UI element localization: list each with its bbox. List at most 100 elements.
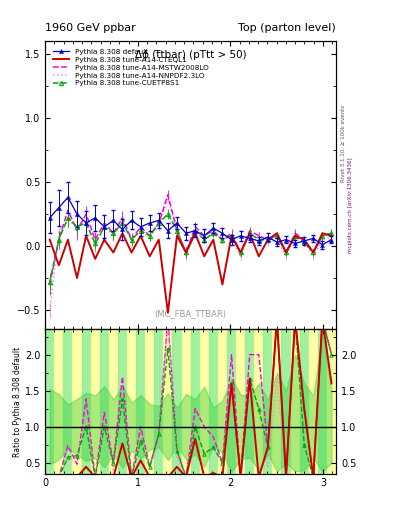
Pythia 8.308 tune-A14-CTEQL1 bbox=[84, 233, 88, 239]
Pythia 8.308 tune-A14-NNPDF2.3LO bbox=[311, 253, 316, 260]
Pythia 8.308 tune-A14-MSTW2008LO bbox=[147, 233, 152, 239]
Line: Pythia 8.308 tune-A14-MSTW2008LO: Pythia 8.308 tune-A14-MSTW2008LO bbox=[50, 195, 331, 285]
Pythia 8.308 tune-A14-NNPDF2.3LO bbox=[102, 224, 107, 230]
Pythia 8.308 tune-A14-NNPDF2.3LO bbox=[165, 194, 170, 200]
Pythia 8.308 tune-A14-CTEQL1 bbox=[147, 253, 152, 260]
Pythia 8.308 tune-A14-CTEQL1 bbox=[93, 256, 97, 262]
Pythia 8.308 tune-A14-CTEQL1 bbox=[275, 230, 279, 237]
Pythia 8.308 tune-A14-MSTW2008LO bbox=[293, 230, 298, 237]
Pythia 8.308 default bbox=[120, 226, 125, 232]
Text: Rivet 3.1.10, ≥ 100k events: Rivet 3.1.10, ≥ 100k events bbox=[341, 105, 346, 182]
Pythia 8.308 tune-A14-NNPDF2.3LO bbox=[156, 224, 161, 230]
Pythia 8.308 default bbox=[238, 233, 243, 239]
Pythia 8.308 tune-A14-MSTW2008LO bbox=[129, 237, 134, 243]
Pythia 8.308 tune-A14-MSTW2008LO bbox=[93, 237, 97, 243]
Pythia 8.308 tune-CUETP8S1 bbox=[202, 237, 207, 243]
Pythia 8.308 tune-A14-MSTW2008LO bbox=[238, 249, 243, 255]
Pythia 8.308 default bbox=[329, 237, 334, 243]
Pythia 8.308 tune-A14-NNPDF2.3LO bbox=[220, 237, 225, 243]
Pythia 8.308 tune-A14-NNPDF2.3LO bbox=[320, 237, 325, 243]
Pythia 8.308 default bbox=[311, 236, 316, 242]
Pythia 8.308 default bbox=[220, 230, 225, 237]
Pythia 8.308 tune-CUETP8S1 bbox=[156, 220, 161, 226]
Pythia 8.308 default bbox=[302, 238, 307, 244]
Pythia 8.308 tune-A14-MSTW2008LO bbox=[229, 230, 234, 237]
Pythia 8.308 tune-CUETP8S1 bbox=[66, 215, 70, 221]
Pythia 8.308 tune-A14-CTEQL1 bbox=[266, 237, 270, 243]
Pythia 8.308 default bbox=[320, 242, 325, 248]
Pythia 8.308 default bbox=[138, 224, 143, 230]
Pythia 8.308 tune-CUETP8S1 bbox=[320, 233, 325, 239]
Line: Pythia 8.308 tune-A14-CTEQL1: Pythia 8.308 tune-A14-CTEQL1 bbox=[50, 233, 331, 313]
Legend: Pythia 8.308 default, Pythia 8.308 tune-A14-CTEQL1, Pythia 8.308 tune-A14-MSTW20: Pythia 8.308 default, Pythia 8.308 tune-… bbox=[52, 48, 210, 88]
Pythia 8.308 tune-A14-CTEQL1 bbox=[48, 237, 52, 243]
Pythia 8.308 tune-A14-NNPDF2.3LO bbox=[120, 220, 125, 226]
Pythia 8.308 tune-A14-CTEQL1 bbox=[129, 249, 134, 255]
Pythia 8.308 tune-A14-NNPDF2.3LO bbox=[211, 230, 216, 237]
Pythia 8.308 tune-A14-NNPDF2.3LO bbox=[329, 233, 334, 239]
Pythia 8.308 tune-A14-NNPDF2.3LO bbox=[302, 239, 307, 245]
Pythia 8.308 tune-CUETP8S1 bbox=[275, 233, 279, 239]
Pythia 8.308 tune-CUETP8S1 bbox=[120, 220, 125, 226]
Text: mcplots.cern.ch [arXiv:1306.3436]: mcplots.cern.ch [arXiv:1306.3436] bbox=[348, 157, 353, 252]
Pythia 8.308 default bbox=[66, 194, 70, 200]
Pythia 8.308 tune-CUETP8S1 bbox=[129, 237, 134, 243]
Pythia 8.308 tune-A14-NNPDF2.3LO bbox=[111, 233, 116, 239]
Pythia 8.308 default bbox=[293, 241, 298, 247]
Pythia 8.308 tune-A14-NNPDF2.3LO bbox=[174, 230, 179, 237]
Pythia 8.308 tune-A14-CTEQL1 bbox=[293, 233, 298, 239]
Pythia 8.308 tune-A14-MSTW2008LO bbox=[266, 237, 270, 243]
Pythia 8.308 tune-A14-MSTW2008LO bbox=[138, 224, 143, 230]
Pythia 8.308 tune-A14-MSTW2008LO bbox=[165, 191, 170, 198]
Pythia 8.308 default bbox=[184, 230, 188, 237]
Pythia 8.308 default bbox=[202, 233, 207, 239]
Y-axis label: Ratio to Pythia 8.308 default: Ratio to Pythia 8.308 default bbox=[13, 347, 22, 457]
Pythia 8.308 tune-CUETP8S1 bbox=[293, 233, 298, 239]
Pythia 8.308 tune-A14-MSTW2008LO bbox=[193, 224, 198, 230]
Pythia 8.308 tune-CUETP8S1 bbox=[220, 237, 225, 243]
Pythia 8.308 tune-A14-CTEQL1 bbox=[75, 275, 79, 281]
Pythia 8.308 tune-A14-MSTW2008LO bbox=[275, 233, 279, 239]
Pythia 8.308 tune-A14-NNPDF2.3LO bbox=[284, 253, 288, 260]
Pythia 8.308 tune-A14-MSTW2008LO bbox=[174, 228, 179, 234]
Pythia 8.308 tune-A14-NNPDF2.3LO bbox=[266, 239, 270, 245]
Pythia 8.308 tune-A14-CTEQL1 bbox=[284, 249, 288, 255]
Pythia 8.308 tune-A14-CTEQL1 bbox=[138, 233, 143, 239]
Pythia 8.308 default bbox=[147, 220, 152, 226]
Pythia 8.308 tune-CUETP8S1 bbox=[57, 237, 61, 243]
Pythia 8.308 tune-A14-MSTW2008LO bbox=[311, 249, 316, 255]
Pythia 8.308 tune-A14-NNPDF2.3LO bbox=[247, 230, 252, 237]
Text: 1960 GeV ppbar: 1960 GeV ppbar bbox=[45, 23, 136, 33]
Pythia 8.308 tune-A14-MSTW2008LO bbox=[302, 237, 307, 243]
Pythia 8.308 tune-CUETP8S1 bbox=[284, 249, 288, 255]
Pythia 8.308 tune-CUETP8S1 bbox=[102, 224, 107, 230]
Pythia 8.308 default bbox=[211, 225, 216, 231]
Pythia 8.308 tune-A14-NNPDF2.3LO bbox=[229, 233, 234, 239]
Pythia 8.308 tune-A14-MSTW2008LO bbox=[211, 228, 216, 234]
Text: Δϕ (t̅tbar) (pTtt > 50): Δϕ (t̅tbar) (pTtt > 50) bbox=[135, 50, 246, 59]
Pythia 8.308 tune-A14-CTEQL1 bbox=[156, 237, 161, 243]
Pythia 8.308 tune-A14-NNPDF2.3LO bbox=[75, 224, 79, 230]
Pythia 8.308 tune-A14-CTEQL1 bbox=[256, 253, 261, 260]
Pythia 8.308 tune-A14-MSTW2008LO bbox=[256, 233, 261, 239]
Pythia 8.308 tune-A14-NNPDF2.3LO bbox=[84, 218, 88, 224]
Pythia 8.308 tune-A14-NNPDF2.3LO bbox=[147, 233, 152, 239]
Pythia 8.308 tune-A14-CTEQL1 bbox=[193, 230, 198, 237]
Pythia 8.308 tune-CUETP8S1 bbox=[229, 233, 234, 239]
Pythia 8.308 default bbox=[93, 215, 97, 221]
Pythia 8.308 tune-A14-NNPDF2.3LO bbox=[275, 237, 279, 243]
Pythia 8.308 tune-A14-CTEQL1 bbox=[102, 237, 107, 243]
Pythia 8.308 default bbox=[256, 238, 261, 244]
Pythia 8.308 tune-CUETP8S1 bbox=[329, 230, 334, 237]
Pythia 8.308 tune-CUETP8S1 bbox=[311, 249, 316, 255]
Pythia 8.308 tune-A14-CTEQL1 bbox=[211, 237, 216, 243]
Pythia 8.308 tune-CUETP8S1 bbox=[247, 230, 252, 237]
Pythia 8.308 tune-A14-NNPDF2.3LO bbox=[256, 237, 261, 243]
Pythia 8.308 tune-A14-CTEQL1 bbox=[302, 237, 307, 243]
Pythia 8.308 tune-A14-CTEQL1 bbox=[174, 233, 179, 239]
Pythia 8.308 tune-A14-CTEQL1 bbox=[165, 310, 170, 316]
Pythia 8.308 tune-A14-MSTW2008LO bbox=[102, 220, 107, 226]
Pythia 8.308 tune-CUETP8S1 bbox=[93, 241, 97, 247]
Pythia 8.308 tune-A14-MSTW2008LO bbox=[220, 237, 225, 243]
Pythia 8.308 tune-A14-CTEQL1 bbox=[111, 249, 116, 255]
